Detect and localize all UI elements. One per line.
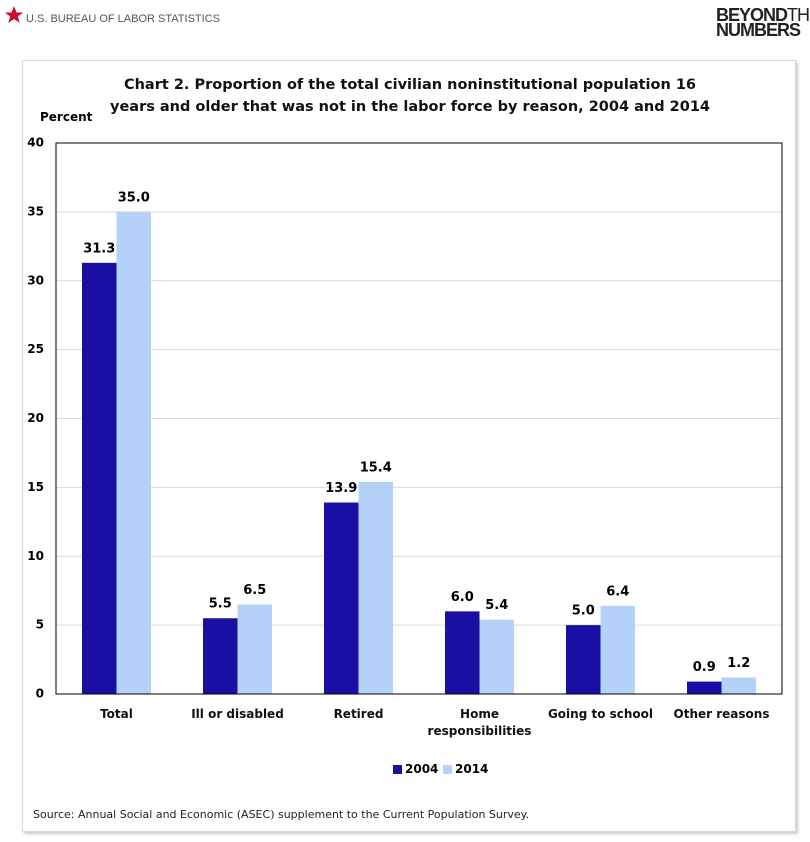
bar xyxy=(358,481,393,694)
bls-star xyxy=(5,6,23,23)
y-tick-label: 25 xyxy=(27,342,44,356)
y-tick-label: 10 xyxy=(27,549,44,563)
logo-word: THE xyxy=(787,5,810,25)
y-tick-label: 35 xyxy=(27,204,44,218)
data-label: 35.0 xyxy=(118,190,150,205)
agency-name: U.S. BUREAU OF LABOR STATISTICS xyxy=(26,13,220,25)
data-label: 6.0 xyxy=(451,590,474,605)
bar xyxy=(566,625,601,694)
y-tick-label: 20 xyxy=(27,411,44,425)
logo-word: NUMBERS xyxy=(716,20,801,40)
data-label: 6.5 xyxy=(243,583,266,598)
data-label: 6.4 xyxy=(606,584,629,599)
bar xyxy=(721,677,756,694)
bar xyxy=(203,618,238,694)
chart-frame xyxy=(22,60,796,832)
data-label: 15.4 xyxy=(360,460,392,475)
x-tick-label: Retired xyxy=(333,707,384,721)
data-label: 13.9 xyxy=(325,481,357,496)
x-tick-label: Ill or disabled xyxy=(191,707,284,721)
data-label: 5.0 xyxy=(572,604,595,619)
y-tick-label: 5 xyxy=(36,618,44,632)
legend-swatch xyxy=(443,765,452,774)
bar xyxy=(445,611,480,694)
legend-label: 2004 xyxy=(405,762,439,776)
y-tick-label: 15 xyxy=(27,480,44,494)
logo-word: BEYOND xyxy=(716,5,788,25)
x-tick-label: Other reasons xyxy=(673,707,770,721)
legend-swatch xyxy=(393,765,402,774)
bar xyxy=(82,262,117,694)
y-tick-label: 0 xyxy=(36,687,44,701)
data-label: 0.9 xyxy=(693,660,716,675)
y-tick-label: 40 xyxy=(27,136,44,150)
bar xyxy=(687,681,722,694)
bar xyxy=(600,605,635,694)
chart-title: Chart 2. Proportion of the total civilia… xyxy=(110,77,711,115)
bar xyxy=(237,604,272,694)
legend-label: 2014 xyxy=(455,762,489,776)
bar xyxy=(116,211,151,694)
bar xyxy=(324,502,359,694)
x-tick-label: Home responsibilities xyxy=(427,707,532,738)
logo: BEYONDTHENUMBERS xyxy=(716,5,810,40)
data-label: 31.3 xyxy=(83,241,115,256)
y-tick-label: 30 xyxy=(27,273,44,287)
x-tick-label: Total xyxy=(100,707,133,721)
y-axis-label: Percent xyxy=(40,110,93,124)
data-label: 1.2 xyxy=(727,656,750,671)
data-label: 5.4 xyxy=(485,598,508,613)
bar xyxy=(479,619,514,694)
x-tick-label: Going to school xyxy=(547,707,654,721)
source-note: Source: Annual Social and Economic (ASEC… xyxy=(33,808,530,821)
data-label: 5.5 xyxy=(209,597,232,612)
